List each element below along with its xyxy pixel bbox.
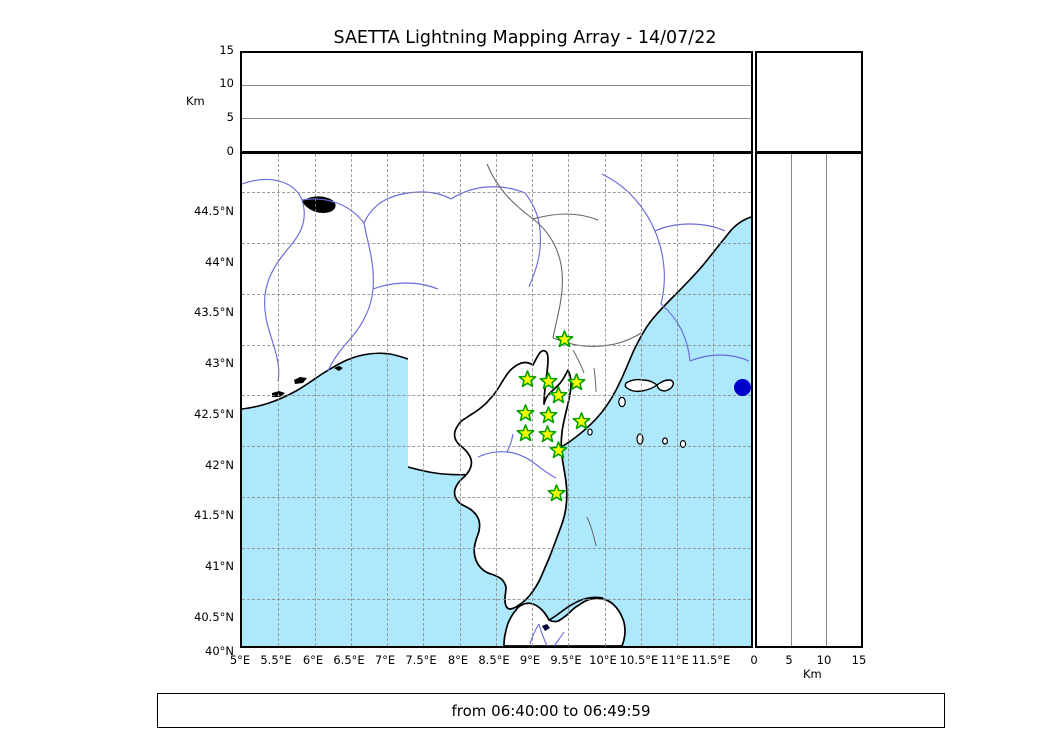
- station-marker-12[interactable]: [547, 484, 566, 503]
- station-marker-6[interactable]: [516, 404, 535, 423]
- gridline-alt-5: [242, 118, 751, 119]
- gridline-km-5: [791, 154, 792, 646]
- graticule-lat-41: [242, 547, 751, 549]
- graticule-lat-44.5: [242, 192, 751, 194]
- tick-alt-0: 0: [226, 144, 234, 158]
- tick-lon-7.5: 7.5°E: [405, 653, 437, 667]
- station-marker-4[interactable]: [567, 372, 586, 392]
- gridline-km-10: [826, 154, 827, 646]
- tick-lon-5.5: 5.5°E: [260, 653, 292, 667]
- tick-lon-9: 9°E: [519, 653, 541, 667]
- station-marker-7[interactable]: [539, 406, 558, 425]
- lon-lat-map-panel[interactable]: [240, 152, 753, 648]
- graticule-lon-9: [532, 154, 533, 646]
- gridline-alt-10: [242, 85, 751, 86]
- tick-km-0: 0: [750, 653, 758, 667]
- graticule-lon-11.5: [713, 154, 715, 646]
- vhf-source-marker-1[interactable]: [733, 378, 751, 396]
- tick-lat-42.5: 42.5°N: [194, 407, 234, 421]
- tick-lat-40.5: 40.5°N: [194, 610, 234, 624]
- station-marker-1[interactable]: [555, 330, 574, 349]
- graticule-lon-8: [459, 154, 461, 646]
- graticule-lat-40.5: [242, 598, 751, 600]
- station-marker-2[interactable]: [518, 369, 537, 389]
- station-marker-9[interactable]: [516, 424, 535, 443]
- tick-lat-41.5: 41.5°N: [194, 508, 234, 522]
- tick-lon-8: 8°E: [447, 653, 469, 667]
- graticule-lon-6: [314, 154, 316, 646]
- map-inner: [242, 154, 751, 646]
- tick-lat-42: 42°N: [205, 458, 234, 472]
- lon-altitude-panel[interactable]: [240, 51, 753, 153]
- graticule-lat-41.5: [242, 497, 751, 498]
- tick-lon-9.5: 9.5°E: [550, 653, 582, 667]
- graticule-lat-43.5: [242, 293, 751, 295]
- altitude-lat-panel[interactable]: [755, 152, 863, 648]
- graticule-lat-44: [242, 243, 751, 244]
- tick-lon-6.5: 6.5°E: [333, 653, 365, 667]
- tick-alt-15: 15: [219, 43, 234, 57]
- station-marker-10[interactable]: [538, 425, 557, 444]
- time-range-text: from 06:40:00 to 06:49:59: [451, 701, 651, 720]
- graticule-lat-42: [242, 446, 751, 448]
- tick-lat-43: 43°N: [205, 356, 234, 370]
- tick-lon-5: 5°E: [229, 653, 251, 667]
- tick-lon-11.5: 11.5°E: [691, 653, 731, 667]
- tick-alt-5: 5: [226, 110, 234, 124]
- tick-lat-44: 44°N: [205, 255, 234, 269]
- graticule-lon-8.5: [495, 154, 497, 646]
- figure-title: SAETTA Lightning Mapping Array - 14/07/2…: [333, 28, 717, 48]
- tick-km-10: 10: [816, 653, 832, 667]
- tick-lat-40: 40°N: [205, 644, 234, 658]
- graticule-lon-9.5: [568, 154, 570, 646]
- altitude-histogram-panel[interactable]: [755, 51, 863, 153]
- graticule-lon-10: [604, 154, 606, 646]
- graticule-lat-42.5: [242, 395, 751, 397]
- station-marker-11[interactable]: [549, 440, 568, 460]
- graticule-lat-43: [242, 344, 751, 346]
- tick-lon-8.5: 8.5°E: [478, 653, 510, 667]
- tick-km-15: 15: [851, 653, 867, 667]
- tick-lon-10: 10°E: [589, 653, 617, 667]
- tick-km-5: 5: [785, 653, 793, 667]
- station-marker-3[interactable]: [539, 371, 558, 391]
- tick-lat-44.5: 44.5°N: [194, 204, 234, 218]
- graticule-lon-11: [677, 154, 678, 646]
- graticule-lon-7.5: [423, 154, 425, 646]
- axis-label-km-horizontal: Km: [803, 667, 822, 681]
- tick-lon-7: 7°E: [374, 653, 396, 667]
- station-marker-8[interactable]: [572, 412, 591, 431]
- axis-label-km-vertical: Km: [186, 94, 205, 108]
- station-marker-5[interactable]: [549, 386, 568, 405]
- graticule-lon-10.5: [640, 154, 642, 646]
- time-range-box: from 06:40:00 to 06:49:59: [157, 693, 945, 728]
- tick-lon-11: 11°E: [661, 653, 689, 667]
- tick-lat-41: 41°N: [205, 559, 234, 573]
- graticule-lon-7: [387, 154, 388, 646]
- tick-alt-10: 10: [219, 76, 234, 90]
- graticule-lon-6.5: [350, 154, 352, 646]
- tick-lon-10.5: 10.5°E: [619, 653, 659, 667]
- tick-lat-43.5: 43.5°N: [194, 305, 234, 319]
- tick-lon-6: 6°E: [302, 653, 324, 667]
- graticule-lon-5.5: [278, 154, 280, 646]
